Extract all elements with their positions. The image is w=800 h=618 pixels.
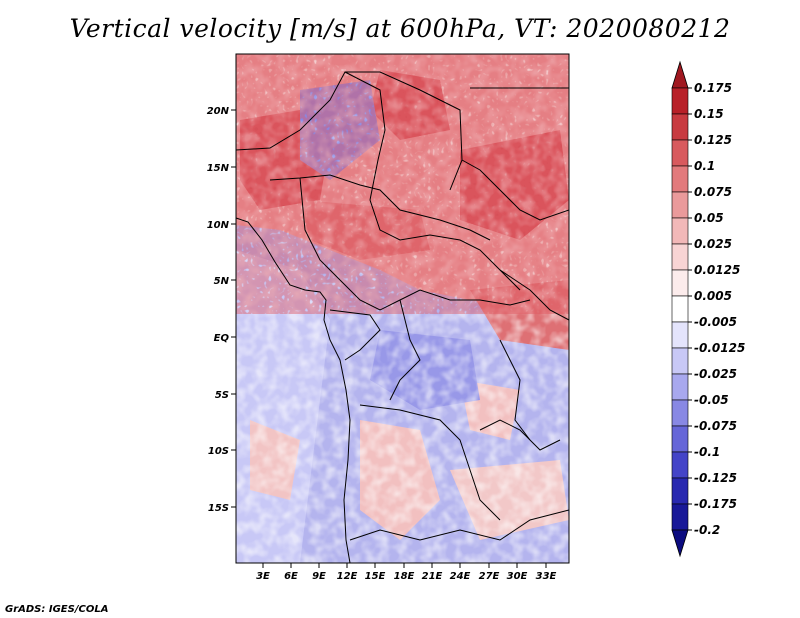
colorbar-segment [671,295,689,323]
lon-label: 15E [365,571,386,582]
colorbar-segment [671,191,689,219]
colorbar-segment [671,269,689,297]
colorbar-label: -0.175 [694,497,737,511]
colorbar-segment [671,399,689,427]
colorbar-label: -0.0125 [694,341,745,355]
colorbar-label: 0.0125 [694,263,740,277]
colorbar-segment [671,217,689,245]
colorbar-segment [671,503,689,531]
colorbar-label: 0.125 [694,133,732,147]
colorbar-segment [671,451,689,479]
colorbar-label: 0.075 [694,185,732,199]
lon-label: 3E [256,571,270,582]
colorbar-label: 0.025 [694,237,732,251]
vertical-velocity-field [236,54,569,563]
colorbar-label: -0.2 [694,523,720,537]
colorbar-label: -0.025 [694,367,737,381]
map-frame [235,53,570,564]
lat-label: 5N [214,276,230,287]
lon-label: 12E [337,571,358,582]
colorbar-segment [671,425,689,453]
lon-label: 24E [450,571,471,582]
lat-label: 15N [207,163,230,174]
lat-label: EQ [214,333,230,344]
colorbar-bottom-arrow [671,529,689,558]
lon-label: 6E [284,571,298,582]
colorbar-segment [671,347,689,375]
colorbar-label: -0.05 [694,393,729,407]
lon-label: 30E [507,571,528,582]
colorbar-label: 0.1 [694,159,715,173]
colorbar-segment [671,87,689,115]
lon-label: 18E [394,571,415,582]
lon-label: 21E [422,571,443,582]
colorbar-segment [671,113,689,141]
colorbar-label: 0.175 [694,81,732,95]
colorbar-label: -0.005 [694,315,737,329]
lat-label: 20N [207,106,230,117]
longitude-axis: 3E 6E 9E 12E 15E 18E 21E 24E 27E 30E 33E [256,571,556,582]
map-title: Vertical velocity [m/s] at 600hPa, VT: 2… [69,14,731,43]
lon-label: 27E [479,571,500,582]
lat-label: 10S [208,446,229,457]
lon-label: 9E [312,571,326,582]
latitude-axis: 20N 15N 10N 5N EQ 5S 10S 15S [207,106,230,514]
colorbar-segment [671,373,689,401]
colorbar: 0.175 0.15 0.125 0.1 0.075 0.05 0.025 0.0125 0.0… [671,60,745,558]
colorbar-label: -0.1 [694,445,720,459]
colorbar-label: 0.005 [694,289,732,303]
colorbar-segment [671,243,689,271]
colorbar-segment [671,165,689,193]
colorbar-segment [671,139,689,167]
colorbar-segment [671,477,689,505]
colorbar-label: -0.075 [694,419,737,433]
grads-credit: GrADS: IGES/COLA [5,604,109,615]
colorbar-label: 0.15 [694,107,724,121]
lon-label: 33E [536,571,557,582]
colorbar-label: 0.05 [694,211,724,225]
colorbar-label: -0.125 [694,471,737,485]
colorbar-segment [671,321,689,349]
lat-label: 15S [208,503,229,514]
lat-label: 10N [207,220,230,231]
colorbar-top-arrow [671,60,689,89]
lat-label: 5S [215,390,229,401]
